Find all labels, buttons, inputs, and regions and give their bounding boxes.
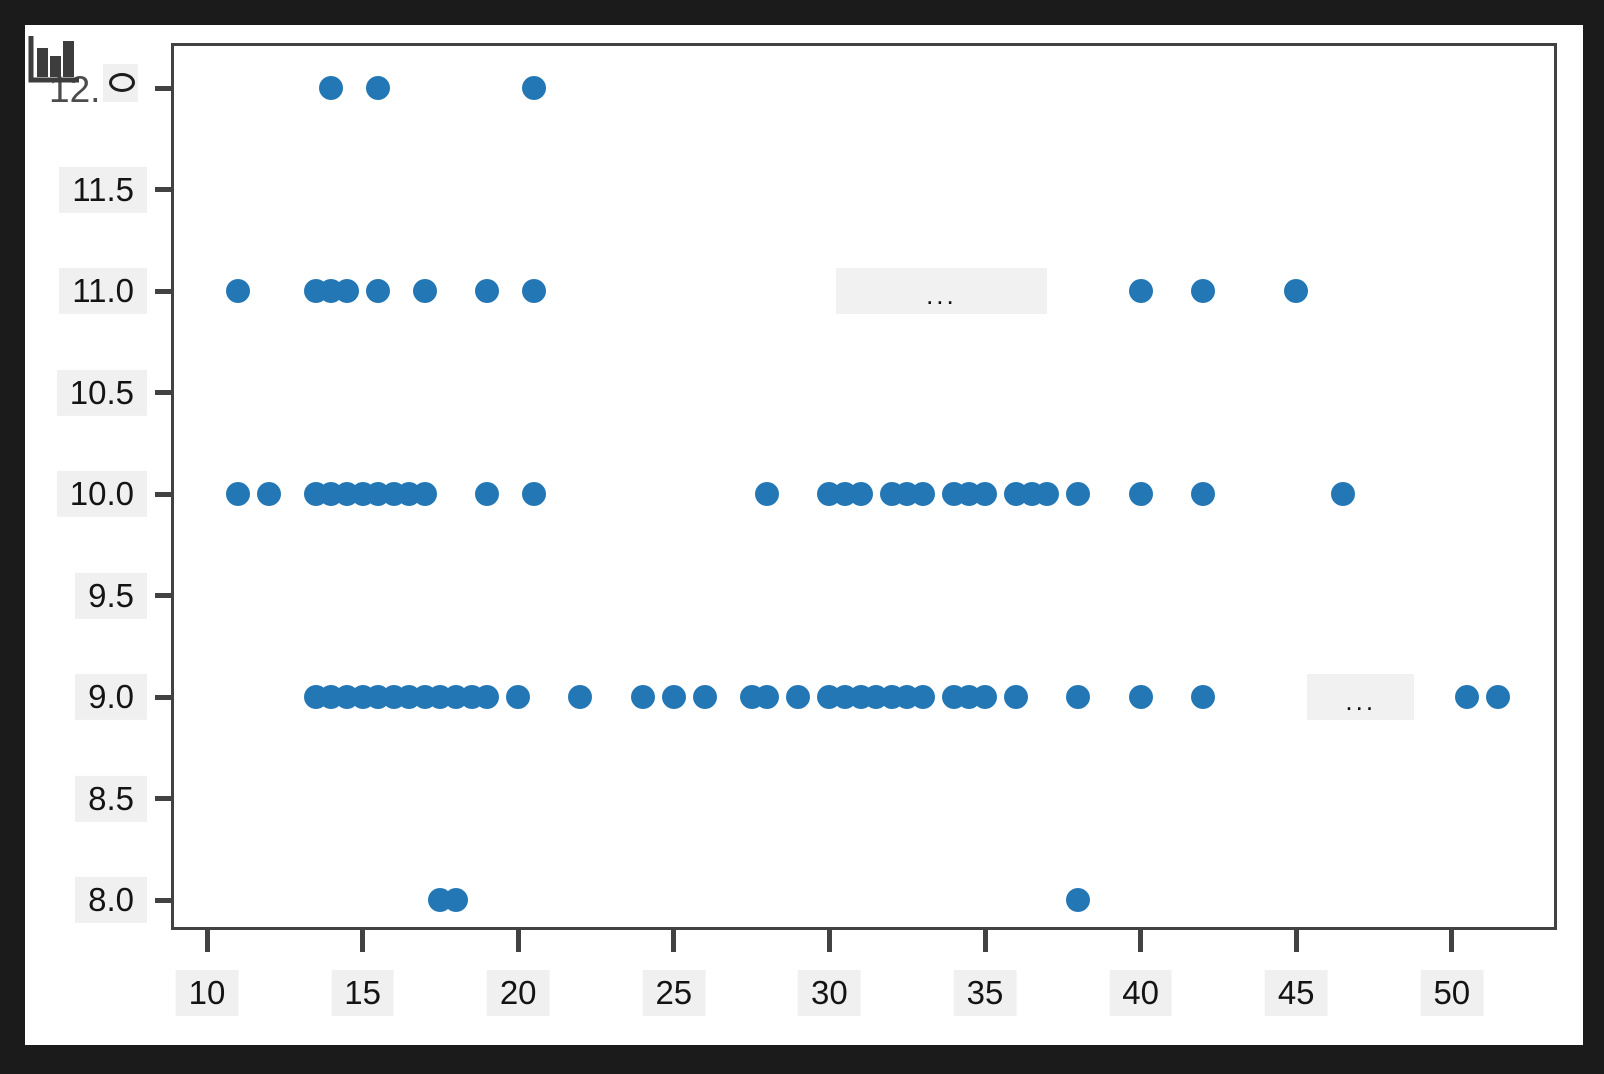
scatter-point <box>257 482 282 506</box>
x-axis-tick <box>1293 930 1299 952</box>
scatter-point <box>910 685 935 709</box>
scatter-point <box>1066 482 1091 506</box>
scatter-point <box>661 685 686 709</box>
scatter-point <box>786 685 811 709</box>
scatter-point <box>335 279 360 303</box>
y-tick-label: 11.0 <box>59 267 147 315</box>
x-tick-label: 20 <box>486 970 550 1017</box>
scatter-point <box>319 76 344 100</box>
scatter-point <box>1190 482 1215 506</box>
scatter-point <box>1190 685 1215 709</box>
x-tick-label: 25 <box>642 970 706 1017</box>
y-tick-label: 11.5 <box>59 166 147 213</box>
scatter-point <box>366 76 391 100</box>
scatter-point <box>1190 279 1215 303</box>
x-tick-label: 10 <box>175 970 239 1017</box>
x-axis-tick <box>671 930 677 952</box>
y-axis-tick <box>155 390 171 395</box>
scatter-point <box>506 685 531 709</box>
y-axis-tick <box>155 593 171 598</box>
x-axis-tick <box>204 930 210 952</box>
y-tick-label: 9.0 <box>75 673 147 721</box>
scatter-point <box>1066 685 1091 709</box>
scatter-point <box>475 482 500 506</box>
scatter-point <box>568 685 593 709</box>
scatter-point <box>1486 685 1511 709</box>
scatter-point <box>1330 482 1355 506</box>
x-axis-tick <box>1449 930 1455 952</box>
y-tick-label: 9.5 <box>75 572 147 619</box>
scatter-point <box>475 685 500 709</box>
y-axis-tick <box>155 187 171 192</box>
ellipsis-overlay: ... <box>835 268 1048 314</box>
scatter-point <box>973 685 997 709</box>
x-tick-label: 45 <box>1264 970 1328 1017</box>
y-axis-tick <box>155 491 171 497</box>
scatter-point <box>848 482 873 506</box>
y-axis-tick <box>155 288 171 294</box>
x-axis-tick <box>1138 930 1144 952</box>
scatter-point <box>630 685 655 709</box>
y-axis-tick <box>155 796 171 801</box>
y-tick-label: 10.5 <box>56 369 147 416</box>
scatter-point <box>521 76 546 100</box>
superscript-o-box <box>103 64 138 102</box>
x-tick-label: 50 <box>1420 970 1484 1017</box>
scatter-point <box>521 279 546 303</box>
scatter-point <box>1004 685 1029 709</box>
scatter-point <box>1128 482 1153 506</box>
scatter-point <box>692 685 717 709</box>
y-tick-label: 8.0 <box>75 876 147 924</box>
scatter-point <box>973 482 997 506</box>
scatter-point <box>1035 482 1060 506</box>
scatter-point <box>1066 888 1091 912</box>
y-axis-tick <box>155 85 171 91</box>
x-axis-tick <box>982 930 988 952</box>
scatter-point <box>366 279 391 303</box>
scatter-point <box>910 482 935 506</box>
y-axis-tick <box>155 897 171 903</box>
scatter-point <box>475 279 500 303</box>
scatter-point <box>521 482 546 506</box>
bar-chart-icon <box>27 30 81 86</box>
x-axis-tick <box>826 930 832 952</box>
scatter-point <box>412 482 437 506</box>
scatter-point <box>412 279 437 303</box>
x-axis-tick <box>515 930 521 952</box>
x-tick-label: 30 <box>798 970 861 1017</box>
scatter-point <box>226 482 251 506</box>
scatter-point <box>1128 279 1153 303</box>
scatter-point <box>226 279 251 303</box>
x-tick-label: 15 <box>331 970 394 1017</box>
chart-canvas: 10 15 20 25 30 35 40 45 50 11.5 11.0 10.5 10.0 9.5 9.0… <box>25 25 1583 1045</box>
scatter-point <box>755 685 780 709</box>
letter-o-glyph <box>109 73 135 92</box>
x-axis-tick <box>360 930 366 952</box>
y-tick-label: 10.0 <box>56 470 147 518</box>
scatter-point <box>1284 279 1309 303</box>
scatter-point <box>1128 685 1153 709</box>
x-tick-label: 35 <box>953 970 1017 1017</box>
scatter-point <box>755 482 780 506</box>
ellipsis-overlay: ... <box>1307 674 1415 720</box>
x-tick-label: 40 <box>1109 970 1172 1017</box>
y-tick-label: 8.5 <box>75 775 147 822</box>
y-axis-tick <box>155 694 171 700</box>
scatter-point <box>1455 685 1480 709</box>
scatter-point <box>443 888 468 912</box>
